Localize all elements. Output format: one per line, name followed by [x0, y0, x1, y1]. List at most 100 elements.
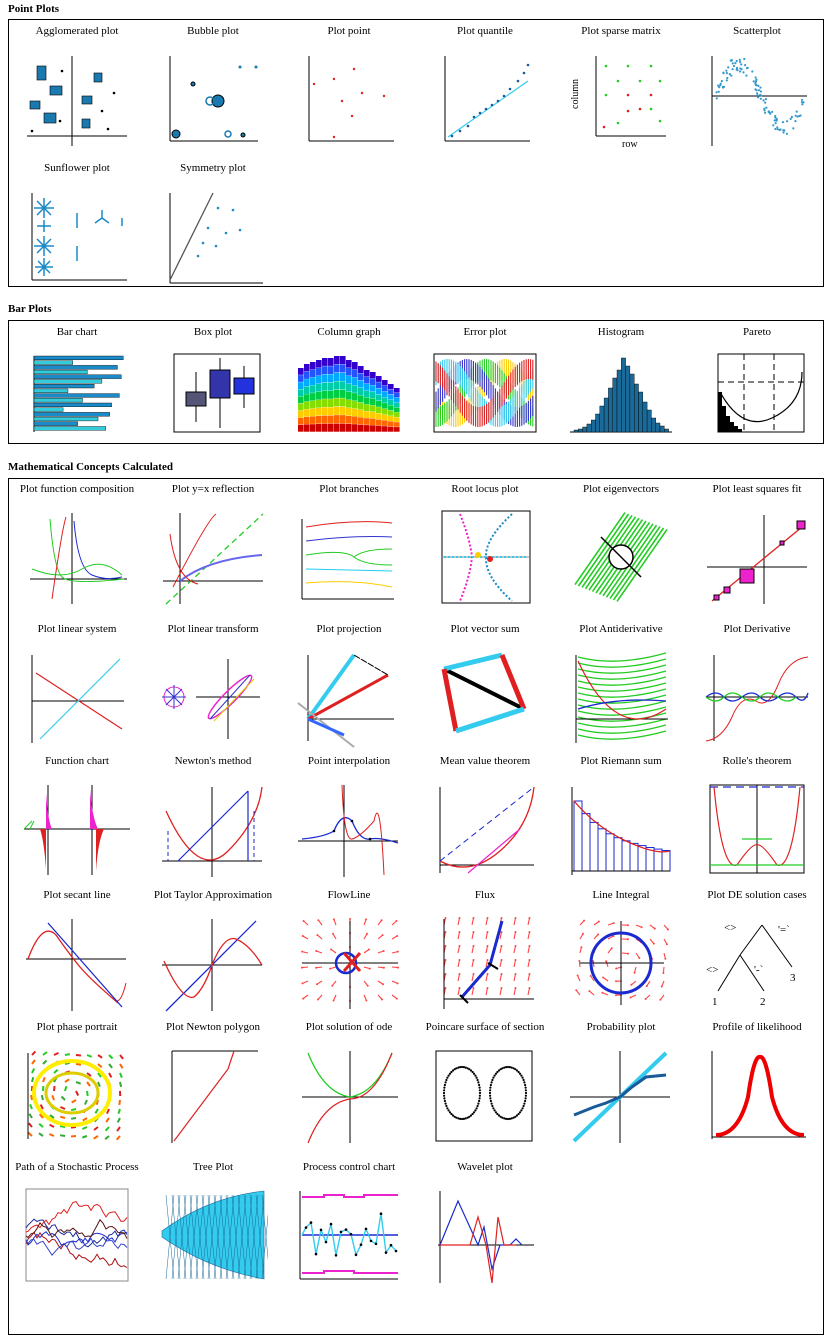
- item-linear-transform[interactable]: Plot linear transform: [145, 623, 281, 749]
- linear-system-thumbnail: [31, 655, 124, 743]
- item-label: Plot Antiderivative: [579, 623, 663, 635]
- item-newtons-method[interactable]: Newton's method: [145, 755, 281, 881]
- section-title-point-plots: Point Plots: [8, 3, 60, 15]
- section-math-concepts: Plot function composition Plot y=x reflec…: [8, 478, 824, 1335]
- item-label: Plot Newton polygon: [165, 1021, 261, 1033]
- item-process-control-chart[interactable]: Process control chart: [281, 1161, 417, 1287]
- ode-solution-thumbnail: [302, 1051, 398, 1144]
- item-line-integral[interactable]: Line Integral: [553, 889, 689, 1015]
- item-label: Plot Riemann sum: [580, 755, 662, 767]
- item-wavelet-plot[interactable]: Wavelet plot: [417, 1161, 553, 1287]
- item-column-graph[interactable]: Column graph: [281, 326, 417, 434]
- scatterplot-thumbnail: [711, 56, 807, 146]
- poincare-section-thumbnail: [435, 1050, 533, 1142]
- item-mean-value-theorem[interactable]: Mean value theorem: [417, 755, 553, 881]
- item-label: Plot Derivative: [723, 623, 791, 635]
- item-label: Plot Taylor Approximation: [153, 889, 273, 901]
- item-error-plot[interactable]: Error plot: [417, 326, 553, 434]
- item-label: Plot quantile: [457, 25, 513, 37]
- item-label: Plot phase portrait: [36, 1021, 118, 1033]
- svg-text:'=`: '=`: [778, 924, 790, 936]
- svg-text:'-`: '-`: [754, 964, 763, 976]
- item-plot-sparse-matrix[interactable]: Plot sparse matrix column row: [553, 25, 689, 151]
- bar-chart-thumbnail: [33, 355, 124, 432]
- item-de-solution-cases[interactable]: Plot DE solution cases <> '=` <> '-` 1 2 3: [689, 889, 825, 1015]
- probability-plot-thumbnail: [570, 1051, 670, 1143]
- least-squares-thumbnail: [707, 515, 807, 604]
- item-function-chart[interactable]: Function chart: [9, 755, 145, 881]
- pareto-thumbnail: [717, 353, 805, 433]
- item-bubble-plot[interactable]: Bubble plot: [145, 25, 281, 151]
- item-label: Newton's method: [174, 755, 252, 767]
- item-phase-portrait[interactable]: Plot phase portrait: [9, 1021, 145, 1147]
- item-sunflower-plot[interactable]: Sunflower plot: [9, 162, 145, 288]
- item-flowline[interactable]: FlowLine: [281, 889, 417, 1015]
- plot-point-thumbnail: [308, 56, 394, 142]
- item-probability-plot[interactable]: Probability plot: [553, 1021, 689, 1147]
- section-title-bar-plots: Bar Plots: [8, 303, 52, 315]
- item-rolles-theorem[interactable]: Rolle's theorem: [689, 755, 825, 881]
- item-label: Plot y=x reflection: [171, 483, 255, 495]
- item-plot-point[interactable]: Plot point: [281, 25, 417, 151]
- svg-text:<>: <>: [706, 964, 718, 976]
- item-agglomerated-plot[interactable]: Agglomerated plot: [9, 25, 145, 151]
- item-vector-sum[interactable]: Plot vector sum: [417, 623, 553, 749]
- item-label: FlowLine: [327, 889, 371, 901]
- item-branches[interactable]: Plot branches: [281, 483, 417, 609]
- item-histogram[interactable]: Histogram: [553, 326, 689, 434]
- section-bar-plots: Bar chart Box plot Column graph Error pl…: [8, 320, 824, 444]
- item-least-squares[interactable]: Plot least squares fit: [689, 483, 825, 609]
- flux-thumbnail: [443, 917, 534, 1009]
- mean-value-theorem-thumbnail: [439, 786, 535, 874]
- item-bar-chart[interactable]: Bar chart: [9, 326, 145, 434]
- item-label: Plot linear transform: [167, 623, 259, 635]
- bubble-plot-thumbnail: [169, 56, 258, 142]
- item-label: Plot eigenvectors: [582, 483, 660, 495]
- item-tree-plot[interactable]: Tree Plot: [145, 1161, 281, 1287]
- item-label: Wavelet plot: [457, 1161, 513, 1173]
- item-linear-system[interactable]: Plot linear system: [9, 623, 145, 749]
- svg-text:3: 3: [790, 972, 796, 984]
- item-label: Plot vector sum: [450, 623, 520, 635]
- newton-polygon-thumbnail: [171, 1050, 258, 1143]
- item-stochastic-process[interactable]: Path of a Stochastic Process: [9, 1161, 145, 1287]
- item-reflection[interactable]: Plot y=x reflection: [145, 483, 281, 609]
- svg-text:1: 1: [712, 996, 718, 1008]
- item-likelihood-profile[interactable]: Profile of likelihood: [689, 1021, 825, 1147]
- likelihood-profile-thumbnail: [711, 1051, 806, 1139]
- item-flux[interactable]: Flux: [417, 889, 553, 1015]
- item-label: Plot point: [327, 25, 371, 37]
- item-label: Path of a Stochastic Process: [15, 1161, 139, 1173]
- newtons-method-thumbnail: [162, 786, 263, 877]
- histogram-thumbnail: [570, 357, 672, 433]
- item-function-composition[interactable]: Plot function composition: [9, 483, 145, 609]
- item-secant-line[interactable]: Plot secant line: [9, 889, 145, 1015]
- item-scatterplot[interactable]: Scatterplot: [689, 25, 825, 151]
- item-eigenvectors[interactable]: Plot eigenvectors: [553, 483, 689, 609]
- item-riemann-sum[interactable]: Plot Riemann sum: [553, 755, 689, 881]
- item-pareto[interactable]: Pareto: [689, 326, 825, 434]
- column-graph-thumbnail: [298, 356, 400, 432]
- item-label: Plot sparse matrix: [581, 25, 661, 37]
- item-derivative[interactable]: Plot Derivative: [689, 623, 825, 749]
- svg-text:<>: <>: [724, 922, 736, 934]
- item-label: Profile of likelihood: [712, 1021, 802, 1033]
- eigenvectors-thumbnail: [574, 512, 668, 602]
- item-label: Histogram: [597, 326, 645, 338]
- item-poincare-section[interactable]: Poincare surface of section: [417, 1021, 553, 1147]
- item-label: Rolle's theorem: [722, 755, 792, 767]
- reflection-thumbnail: [163, 513, 264, 605]
- item-box-plot[interactable]: Box plot: [145, 326, 281, 434]
- item-antiderivative[interactable]: Plot Antiderivative: [553, 623, 689, 749]
- item-plot-quantile[interactable]: Plot quantile: [417, 25, 553, 151]
- item-label: Line Integral: [592, 889, 650, 901]
- item-symmetry-plot[interactable]: Symmetry plot: [145, 162, 281, 288]
- item-point-interpolation[interactable]: Point interpolation: [281, 755, 417, 881]
- item-label: Tree Plot: [192, 1161, 234, 1173]
- item-root-locus[interactable]: Root locus plot: [417, 483, 553, 609]
- item-taylor-approximation[interactable]: Plot Taylor Approximation: [145, 889, 281, 1015]
- item-newton-polygon[interactable]: Plot Newton polygon: [145, 1021, 281, 1147]
- item-ode-solution[interactable]: Plot solution of ode: [281, 1021, 417, 1147]
- item-label: Plot projection: [316, 623, 382, 635]
- item-projection[interactable]: Plot projection: [281, 623, 417, 749]
